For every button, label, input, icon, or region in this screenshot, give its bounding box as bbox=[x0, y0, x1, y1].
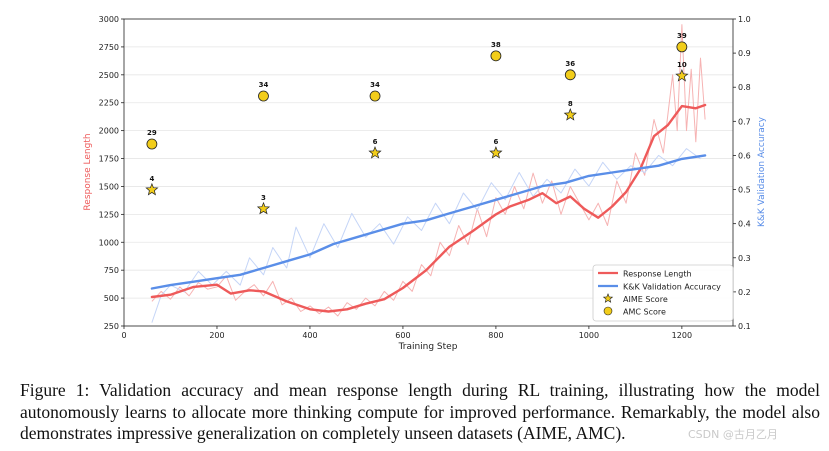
raw-series bbox=[151, 24, 706, 323]
y-left-tick-label: 2500 bbox=[99, 71, 119, 80]
amc-score-marker bbox=[490, 50, 502, 62]
x-tick-label: 400 bbox=[302, 331, 317, 340]
amc-score-label: 34 bbox=[259, 81, 269, 89]
y-left-tick-label: 3000 bbox=[99, 15, 119, 24]
aime-score-label: 4 bbox=[149, 175, 154, 183]
legend-star-icon bbox=[602, 293, 614, 303]
aime-score-label: 10 bbox=[677, 61, 687, 69]
aime-score-label: 8 bbox=[568, 100, 573, 108]
y-right-tick-label: 0.6 bbox=[738, 151, 751, 160]
amc-score-label: 36 bbox=[565, 60, 575, 68]
legend: Response Length K&K Validation Accuracy … bbox=[592, 264, 734, 322]
y-left-tick-label: 250 bbox=[104, 322, 119, 331]
aime-score-marker bbox=[489, 146, 503, 159]
x-tick-label: 0 bbox=[121, 331, 126, 340]
amc-score-marker bbox=[369, 90, 381, 102]
y-left-tick-label: 1250 bbox=[99, 210, 119, 219]
y-axis-label-left: Response Length bbox=[83, 133, 93, 210]
amc-score-marker bbox=[564, 69, 576, 81]
y-right-tick-label: 0.2 bbox=[738, 288, 751, 297]
x-tick-label: 600 bbox=[395, 331, 410, 340]
y-right-tick-label: 0.5 bbox=[738, 186, 751, 195]
y-left-tick-label: 2000 bbox=[99, 127, 119, 136]
x-tick-label: 800 bbox=[488, 331, 503, 340]
watermark: CSDN @古月乙月 bbox=[688, 428, 778, 441]
grid bbox=[124, 18, 733, 327]
aime-score-label: 6 bbox=[493, 138, 498, 146]
raw-series-line bbox=[151, 24, 706, 317]
y-right-tick-label: 0.4 bbox=[738, 220, 751, 229]
figure-caption: Figure 1: Validation accuracy and mean r… bbox=[20, 380, 820, 443]
y-left-tick-label: 1750 bbox=[99, 155, 119, 164]
y-left-tick-label: 500 bbox=[104, 294, 119, 303]
y-left-tick-label: 1500 bbox=[99, 182, 119, 191]
amc-score-label: 38 bbox=[491, 41, 501, 49]
y-left-tick-label: 2750 bbox=[99, 43, 119, 52]
y-axis-label-right: K&K Validation Accuracy bbox=[757, 116, 767, 227]
aime-score-marker bbox=[675, 68, 689, 82]
aime-score-marker bbox=[256, 201, 271, 215]
amc-score-marker bbox=[676, 41, 688, 53]
y-left-tick-label: 1000 bbox=[99, 238, 119, 247]
legend-circle-icon bbox=[603, 306, 613, 316]
legend-label-accuracy: K&K Validation Accuracy bbox=[623, 283, 721, 292]
y-right-tick-label: 0.7 bbox=[738, 117, 751, 126]
aime-score-marker bbox=[145, 182, 159, 196]
x-tick-label: 1200 bbox=[672, 331, 692, 340]
aime-score-label: 3 bbox=[261, 194, 266, 202]
response-length-line bbox=[150, 103, 707, 313]
chart-figure: 29 34 34 38 36 39 4 3 6 6 8 10 0 200 400 600 800 1000 120… bbox=[83, 15, 767, 352]
legend-box bbox=[592, 264, 734, 322]
plot-frame bbox=[123, 18, 734, 327]
amc-score-marker bbox=[146, 138, 158, 150]
y-left-tick-label: 2250 bbox=[99, 99, 119, 108]
x-tick-label: 1000 bbox=[579, 331, 599, 340]
axis-ticks: 0 200 400 600 800 1000 1200 250 500 750 1000 1250 15… bbox=[99, 15, 751, 340]
aime-score-label: 6 bbox=[373, 138, 378, 146]
y-right-tick-label: 0.3 bbox=[738, 254, 751, 263]
y-right-tick-label: 0.1 bbox=[738, 322, 751, 331]
amc-score-label: 39 bbox=[677, 32, 687, 40]
y-left-tick-label: 750 bbox=[104, 266, 119, 275]
raw-series-line bbox=[151, 148, 701, 323]
y-right-tick-label: 1.0 bbox=[738, 15, 751, 24]
amc-score-label: 29 bbox=[147, 129, 157, 137]
y-right-tick-label: 0.8 bbox=[738, 83, 751, 92]
legend-label-aime: AIME Score bbox=[623, 295, 668, 304]
legend-label-amc: AMC Score bbox=[623, 308, 666, 317]
amc-score-marker bbox=[258, 90, 269, 102]
smoothed-series bbox=[150, 103, 707, 313]
accuracy-line bbox=[150, 154, 707, 290]
amc-score-label: 34 bbox=[370, 81, 380, 89]
x-tick-label: 200 bbox=[209, 331, 224, 340]
aime-score-marker bbox=[563, 108, 577, 121]
aime-score-marker bbox=[368, 146, 382, 159]
legend-label-response-length: Response Length bbox=[623, 270, 692, 279]
x-axis-label: Training Step bbox=[398, 342, 458, 352]
y-right-tick-label: 0.9 bbox=[738, 49, 751, 58]
